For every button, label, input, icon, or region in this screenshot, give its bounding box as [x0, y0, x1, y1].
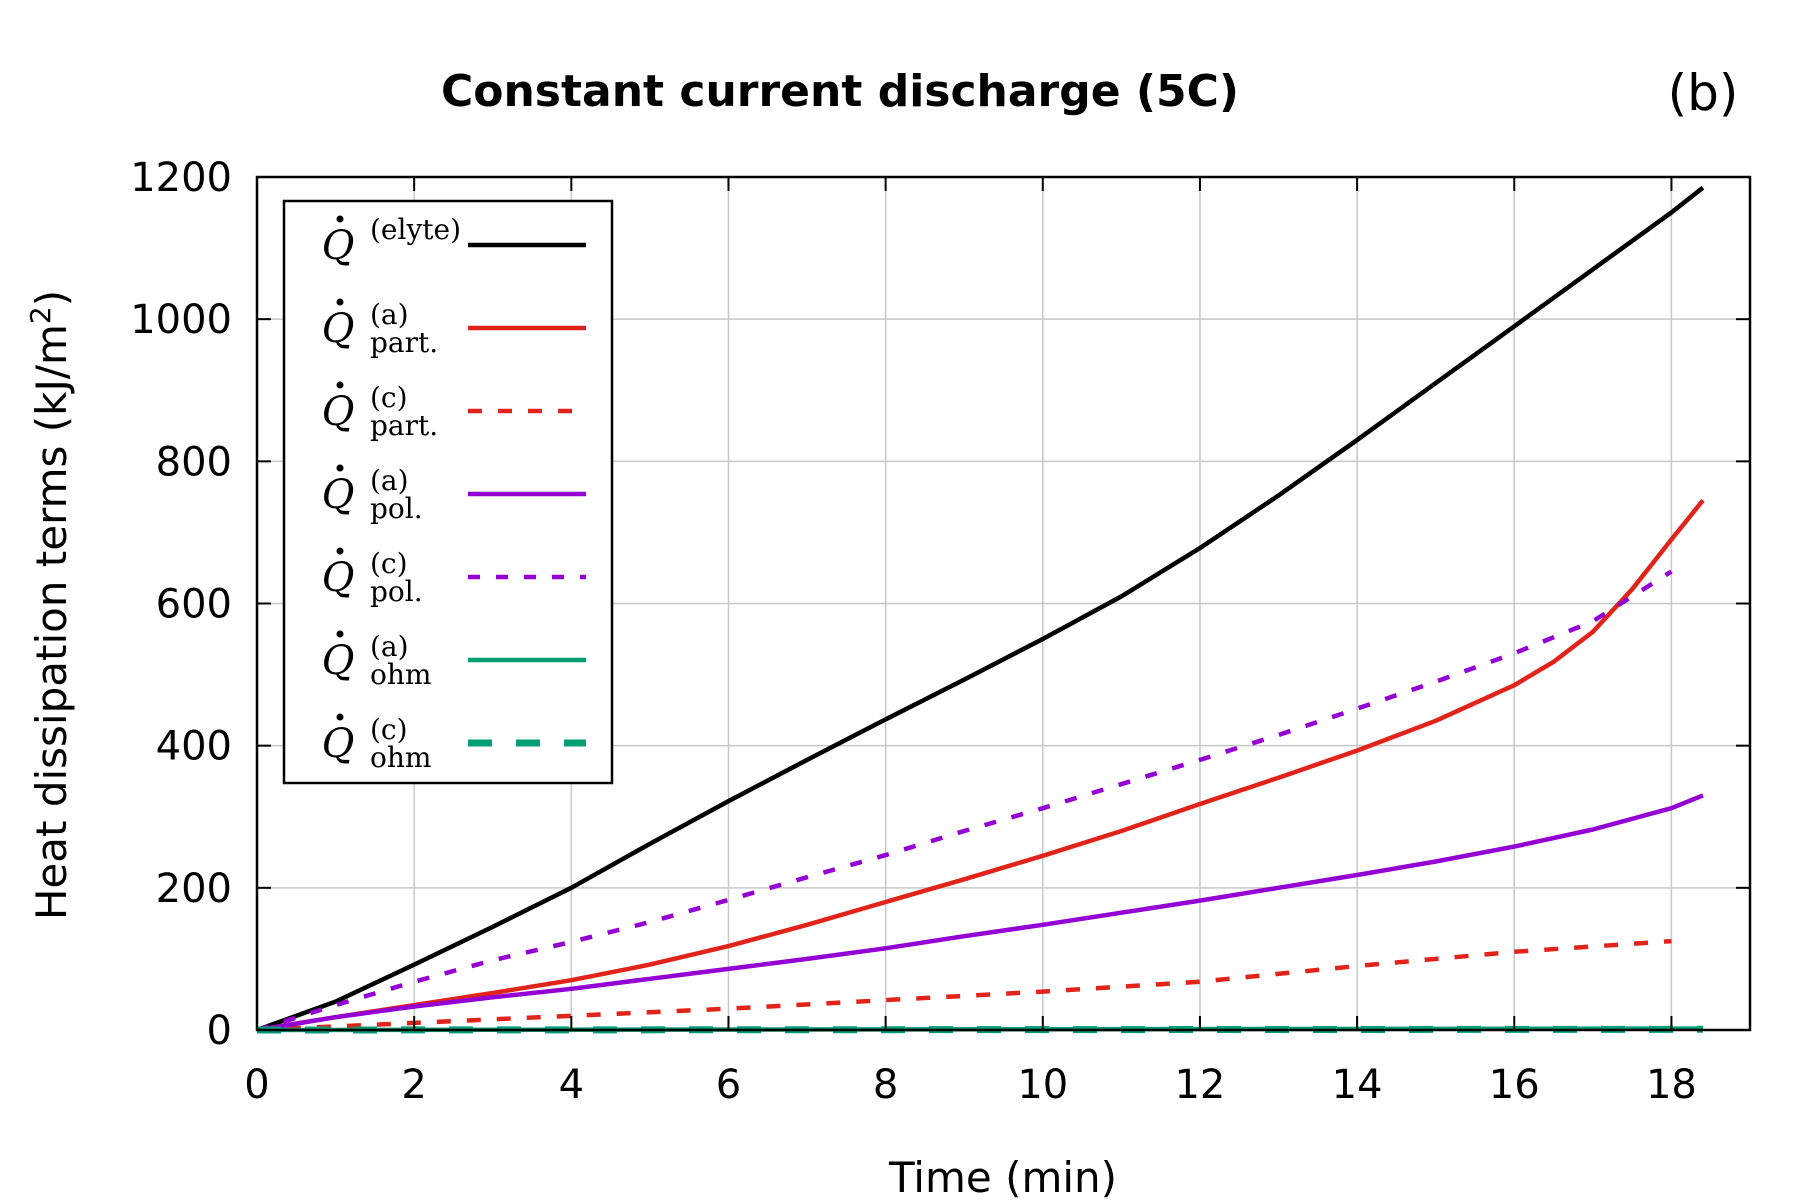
legend-symbol: Q: [322, 721, 355, 767]
series-line-2: [256, 938, 1672, 1033]
y-axis-label-base: Heat dissipation terms (kJ/m: [27, 324, 76, 920]
legend-sup: (elyte): [370, 213, 461, 246]
legend-symbol: Q: [322, 306, 355, 352]
x-tick-label: 0: [244, 1062, 269, 1108]
x-tick-label: 18: [1646, 1062, 1697, 1108]
y-axis-label-close: ): [27, 290, 76, 306]
y-tick-label: 800: [156, 439, 232, 485]
legend-dot-icon: [336, 547, 344, 555]
legend-dot-icon: [336, 298, 344, 306]
x-tick-label: 4: [559, 1062, 584, 1108]
legend: Q (elyte)Q (a)part.Q (c)part.Q (a)pol.Q (c)po…: [282, 199, 614, 785]
y-tick-label: 200: [156, 866, 232, 912]
axis-ticks: [256, 176, 1750, 1031]
legend-sup: (c): [370, 713, 408, 746]
legend-sup: (c): [370, 381, 408, 414]
x-tick-label: 10: [1017, 1062, 1068, 1108]
legend-symbol: Q: [322, 389, 355, 435]
legend-sub: ohm: [370, 658, 431, 691]
y-axis-label: Heat dissipation terms (kJ/m2): [24, 290, 76, 920]
legend-sub: part.: [370, 326, 438, 359]
y-tick-label: 1200: [130, 155, 232, 201]
series-line-3: [256, 793, 1704, 1033]
legend-sup: (a): [370, 464, 409, 497]
legend-dot-icon: [336, 713, 344, 721]
legend-sub: pol.: [370, 575, 423, 608]
series-line-0: [256, 185, 1705, 1033]
legend-symbol: Q: [322, 223, 355, 269]
legend-sup: (c): [370, 547, 408, 580]
legend-sup: (a): [370, 630, 409, 663]
legend-symbol: Q: [322, 472, 355, 518]
x-tick-label: 12: [1174, 1062, 1225, 1108]
legend-sup: (a): [370, 298, 409, 331]
x-tick-labels: 0 2 4 6 8 10 12 14 16 18: [244, 1062, 1697, 1108]
legend-dot-icon: [336, 464, 344, 472]
chart-title: Constant current discharge (5C): [441, 66, 1239, 117]
legend-sub: ohm: [370, 741, 431, 774]
y-tick-label: 400: [156, 724, 232, 770]
x-tick-label: 2: [401, 1062, 426, 1108]
legend-dot-icon: [336, 630, 344, 638]
x-tick-label: 6: [716, 1062, 741, 1108]
series-line-4: [256, 569, 1673, 1033]
panel-label: (b): [1668, 64, 1739, 122]
legend-symbol: Q: [322, 555, 355, 601]
legend-dot-icon: [336, 381, 344, 389]
y-tick-label: 600: [156, 582, 232, 628]
x-tick-label: 16: [1489, 1062, 1540, 1108]
x-axis-label: Time (min): [888, 1153, 1117, 1200]
legend-dot-icon: [336, 215, 344, 223]
y-tick-label: 1000: [130, 297, 232, 343]
legend-sub: part.: [370, 409, 438, 442]
y-tick-label: 0: [207, 1008, 232, 1054]
x-tick-label: 14: [1332, 1062, 1383, 1108]
y-tick-labels: 0 200 400 600 800 1000 1200: [130, 155, 232, 1054]
series-line-1: [256, 498, 1705, 1033]
legend-sub: pol.: [370, 492, 423, 525]
y-axis-label-sup: 2: [24, 306, 57, 324]
legend-symbol: Q: [322, 638, 355, 684]
x-tick-label: 8: [873, 1062, 898, 1108]
